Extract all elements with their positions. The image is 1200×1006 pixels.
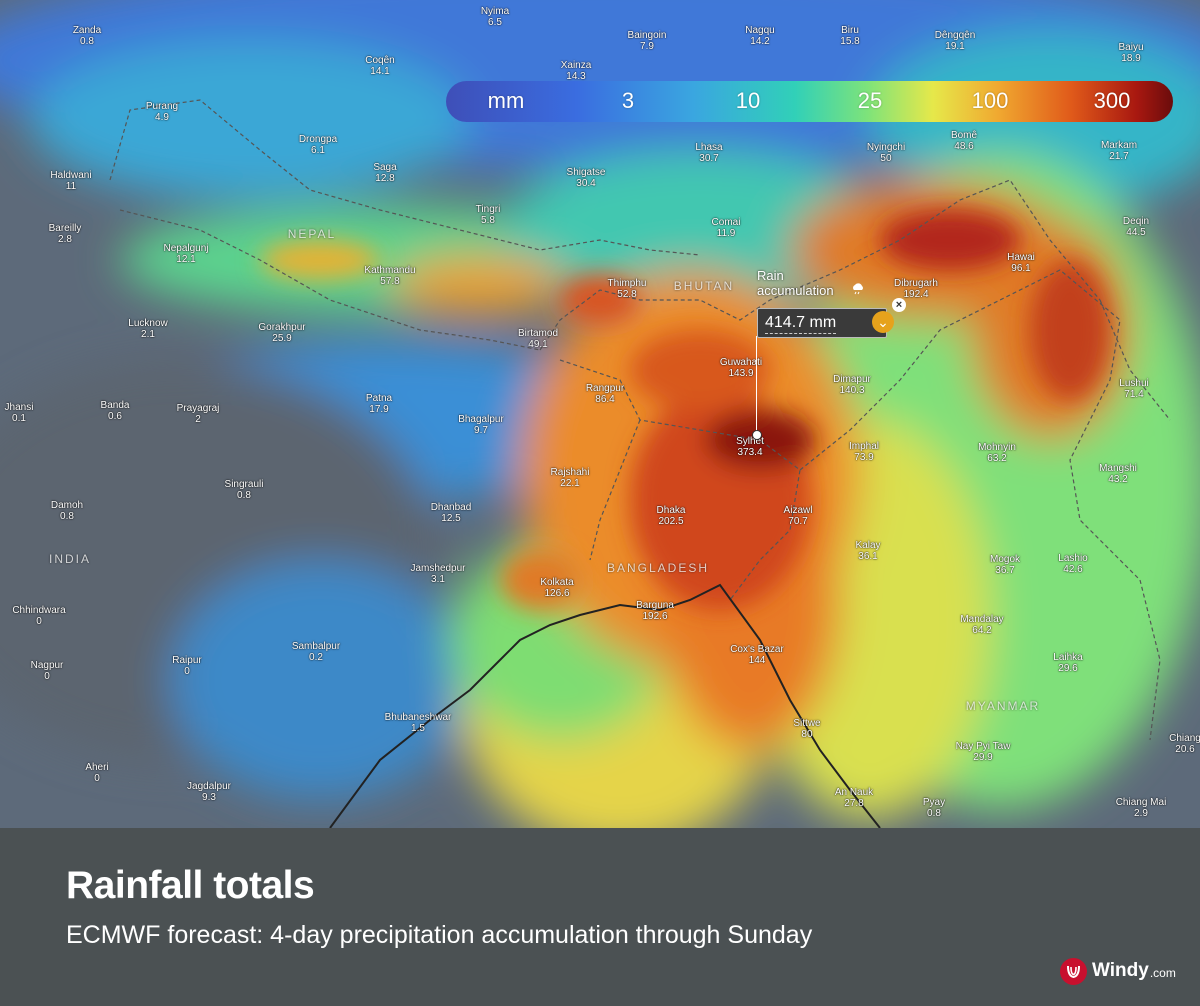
popup-title: Rain accumulation (757, 268, 865, 298)
picker-value: 414.7 mm (765, 313, 837, 334)
legend-unit: mm (487, 88, 525, 113)
legend-stop: 100 (971, 88, 1009, 113)
brand-name: Windy (1092, 960, 1149, 981)
precipitation-layer (0, 0, 1200, 828)
legend-stop: 25 (857, 88, 883, 113)
legend-stop: 3 (621, 88, 635, 113)
legend-stop: 300 (1093, 88, 1131, 113)
rainfall-map[interactable]: NEPAL BHUTAN INDIA BANGLADESH MYANMAR Za… (0, 0, 1200, 828)
picker-pin[interactable] (752, 430, 762, 440)
caption-title: Rainfall totals (66, 864, 315, 907)
close-icon[interactable]: × (892, 298, 906, 312)
country-label-india: INDIA (48, 552, 92, 566)
country-label-bangladesh: BANGLADESH (606, 561, 710, 575)
windy-brand[interactable]: Windy .com (1060, 957, 1176, 985)
rain-cloud-icon (851, 283, 865, 298)
country-label-nepal: NEPAL (287, 227, 337, 241)
brand-tld: .com (1149, 966, 1176, 980)
color-scale-legend[interactable]: mm 3 10 25 100 300 (446, 81, 1173, 122)
chevron-down-icon[interactable]: ⌄ (872, 311, 894, 333)
legend-stop: 10 (735, 88, 761, 113)
picker-popup[interactable]: 414.7 mm ⌄ (757, 308, 894, 338)
caption-subtitle: ECMWF forecast: 4-day precipitation accu… (66, 921, 813, 949)
windy-logo-icon (1060, 957, 1087, 985)
country-label-bhutan: BHUTAN (673, 279, 735, 293)
caption-footer (0, 828, 1200, 1006)
country-label-myanmar: MYANMAR (965, 699, 1041, 713)
picker-pin-line (756, 336, 757, 434)
